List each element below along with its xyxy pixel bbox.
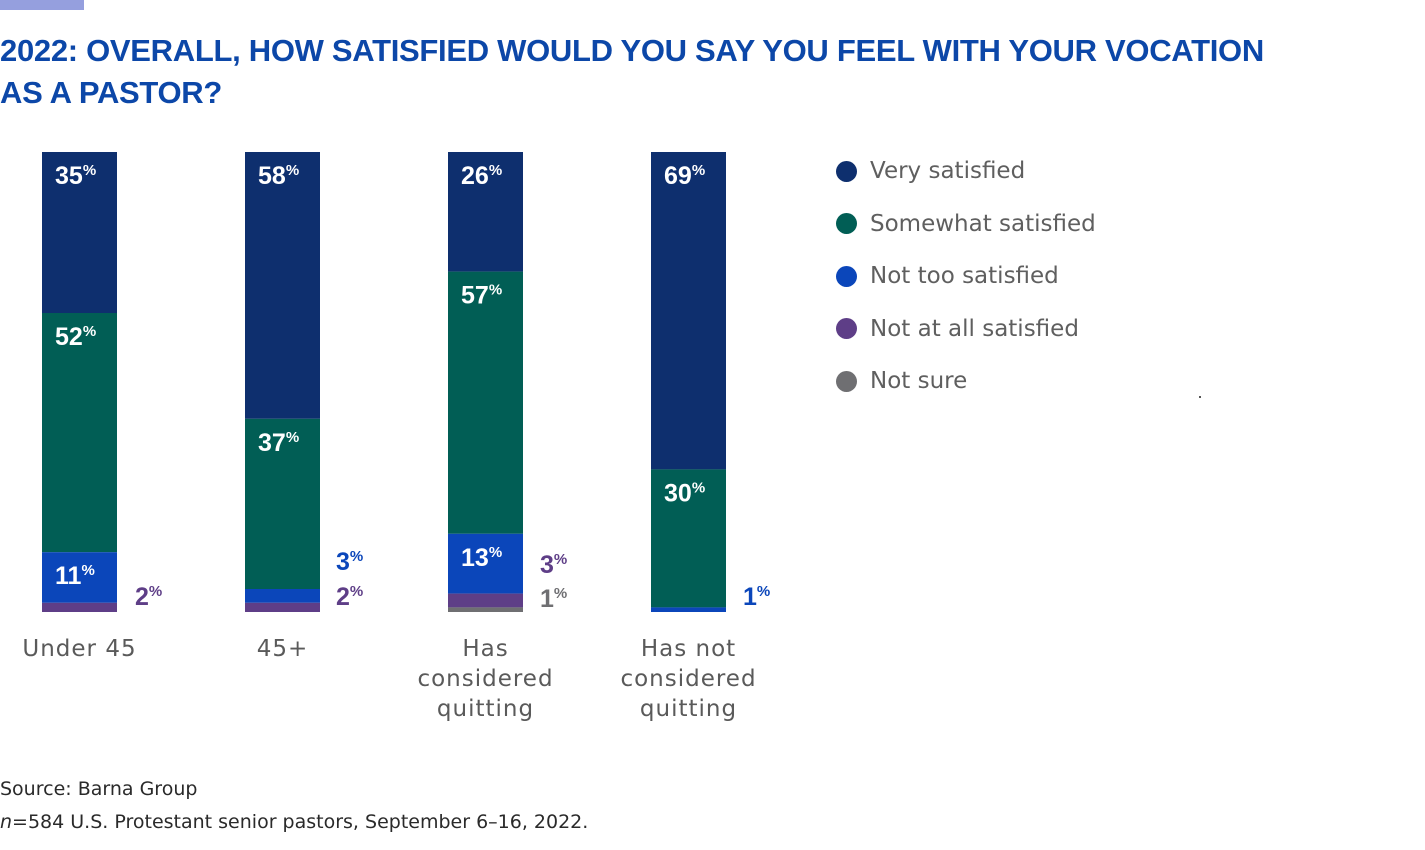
chart-title: 2022: OVERALL, HOW SATISFIED WOULD YOU S… xyxy=(0,33,1264,110)
bar-segment-very-satisfied xyxy=(448,152,523,272)
legend-swatch-not-at-all-satisfied xyxy=(836,318,857,340)
bar-value-label: 26% xyxy=(461,162,502,190)
bar-segment-not-too-satisfied xyxy=(651,607,726,612)
legend-item-very-satisfied: Very satisfied xyxy=(836,145,1096,198)
bar-segment-not-at-all-satisfied xyxy=(245,602,320,612)
category-label: quitting xyxy=(640,696,737,722)
sample-n: n xyxy=(0,811,13,833)
bar-segment-not-sure xyxy=(448,607,523,612)
legend-item-not-at-all-satisfied: Not at all satisfied xyxy=(836,303,1096,356)
bar-segment-not-too-satisfied xyxy=(42,552,117,603)
bar-segment-not-at-all-satisfied xyxy=(448,593,523,608)
bar-segment-somewhat-satisfied xyxy=(42,313,117,553)
legend-label: Not too satisfied xyxy=(870,263,1059,290)
bar-value-label-outside: 2% xyxy=(135,583,162,611)
bar-value-label: 35% xyxy=(55,162,96,190)
bar-segment-not-at-all-satisfied xyxy=(42,602,117,612)
category-label: quitting xyxy=(437,696,534,722)
bar-segment-very-satisfied xyxy=(42,152,117,313)
bar-segment-very-satisfied xyxy=(245,152,320,419)
bar-segment-somewhat-satisfied xyxy=(448,271,523,534)
bar-value-label: 58% xyxy=(258,162,299,190)
source-line: Source: Barna Group xyxy=(0,778,198,800)
bar-value-label: 69% xyxy=(664,162,705,190)
bar-segment-not-too-satisfied xyxy=(245,589,320,603)
sample-line: n=584 U.S. Protestant senior pastors, Se… xyxy=(0,806,588,839)
bar-value-label-outside: 1% xyxy=(540,585,567,613)
bar-value-label-outside: 3% xyxy=(540,551,567,579)
legend-item-not-too-satisfied: Not too satisfied xyxy=(836,250,1096,303)
legend-swatch-not-too-satisfied xyxy=(836,265,857,287)
legend-item-somewhat-satisfied: Somewhat satisfied xyxy=(836,198,1096,251)
bar-value-label: 30% xyxy=(664,479,705,507)
bar-value-label: 57% xyxy=(461,282,502,310)
stray-dot xyxy=(1199,396,1201,398)
source-note: Source: Barna Group n=584 U.S. Protestan… xyxy=(0,773,588,839)
bar-segment-somewhat-satisfied xyxy=(651,469,726,608)
legend-label: Somewhat satisfied xyxy=(870,210,1096,237)
sample-text: =584 U.S. Protestant senior pastors, Sep… xyxy=(12,811,589,833)
bar-value-label: 37% xyxy=(258,429,299,457)
category-label: Has not xyxy=(641,636,736,662)
bar-segment-very-satisfied xyxy=(651,152,726,470)
bar-segment-not-too-satisfied xyxy=(448,533,523,594)
bar-value-label: 11% xyxy=(55,562,95,590)
legend-label: Very satisfied xyxy=(870,158,1026,185)
accent-bar xyxy=(0,0,84,10)
legend-swatch-somewhat-satisfied xyxy=(836,213,857,235)
bar-value-label-outside: 2% xyxy=(336,583,363,611)
bar-value-label: 13% xyxy=(461,544,502,572)
category-label: considered xyxy=(417,666,553,692)
legend-label: Not sure xyxy=(870,368,968,395)
legend-swatch-very-satisfied xyxy=(836,160,857,182)
bar-value-label-outside: 3% xyxy=(336,548,363,576)
legend-swatch-not-sure xyxy=(836,370,857,392)
bar-segment-somewhat-satisfied xyxy=(245,418,320,589)
category-label: considered xyxy=(620,666,756,692)
category-label: Under 45 xyxy=(22,636,136,662)
legend-label: Not at all satisfied xyxy=(870,315,1079,342)
legend: Very satisfied Somewhat satisfied Not to… xyxy=(836,145,1096,408)
category-label: Has xyxy=(462,636,508,662)
bar-value-label-outside: 1% xyxy=(743,583,770,611)
legend-item-not-sure: Not sure xyxy=(836,355,1096,408)
bar-value-label: 52% xyxy=(55,323,96,351)
category-label: 45+ xyxy=(257,636,309,662)
